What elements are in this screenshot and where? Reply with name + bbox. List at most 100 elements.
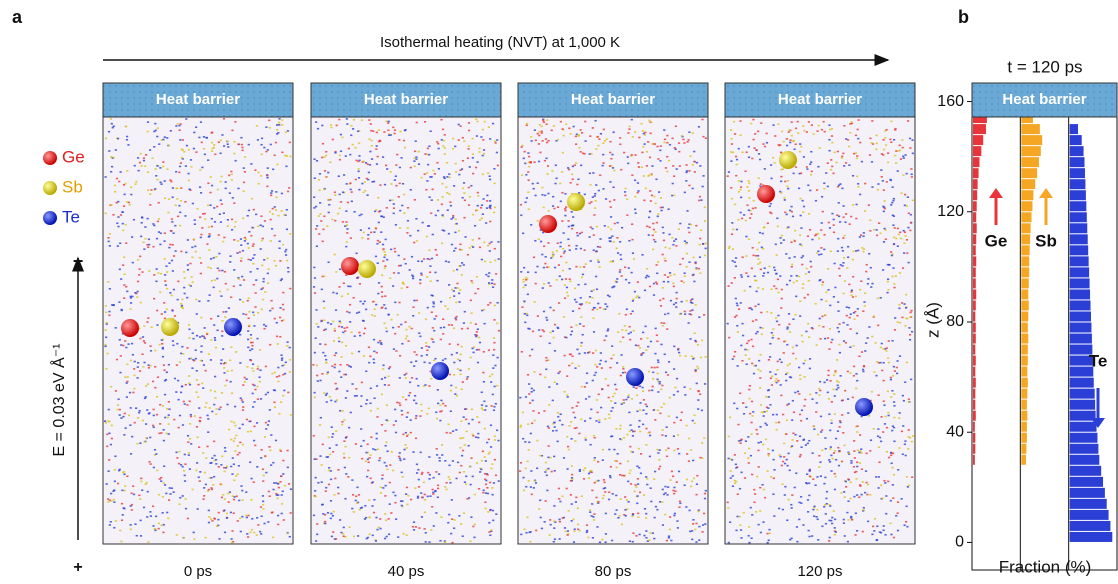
atom-dot [895,238,897,240]
atom-dot [130,360,132,362]
atom-dot [486,195,488,197]
atom-dot [161,343,163,345]
atom-dot [142,366,144,368]
atom-dot [489,138,491,140]
atom-dot [234,438,236,440]
atom-dot [251,227,253,229]
atom-dot [268,420,270,422]
atom-dot [604,418,606,420]
atom-dot [551,170,553,172]
atom-dot [808,280,810,282]
atom-dot [191,246,193,248]
atom-dot [241,276,243,278]
atom-dot [379,140,381,142]
atom-dot [656,340,658,342]
atom-dot [856,175,858,177]
atom-dot [406,416,408,418]
atom-dot [568,365,570,367]
atom-dot [374,315,376,317]
atom-dot [482,451,484,453]
atom-dot [184,463,186,465]
atom-dot [154,528,156,530]
atom-dot [130,302,132,304]
atom-dot [630,313,632,315]
atom-dot [804,399,806,401]
atom-dot [546,490,548,492]
atom-dot [439,540,441,542]
atom-dot [753,139,755,141]
atom-dot [476,161,478,163]
atom-dot [344,536,346,538]
atom-dot [885,495,887,497]
atom-dot [184,293,186,295]
atom-dot [123,256,125,258]
atom-dot [428,249,430,251]
atom-dot [252,245,254,247]
atom-dot [634,196,636,198]
atom-dot [493,349,495,351]
atom-dot [748,542,750,544]
atom-dot [394,179,396,181]
atom-dot [732,248,734,250]
atom-dot [130,529,132,531]
atom-dot [590,153,592,155]
atom-dot [221,497,223,499]
atom-dot [459,289,461,291]
atom-dot [543,283,545,285]
atom-dot [460,354,462,356]
atom-dot [323,189,325,191]
atom-dot [261,265,263,267]
frame-time: 0 ps [184,563,212,579]
atom-dot [630,451,632,453]
atom-dot [172,196,174,198]
atom-dot [662,232,664,234]
atom-dot [786,419,788,421]
atom-dot [189,384,191,386]
atom-dot [221,392,223,394]
atom-dot [856,530,858,532]
atom-dot [772,157,774,159]
atom-dot [737,219,739,221]
atom-dot [156,470,158,472]
atom-dot [389,277,391,279]
atom-dot [380,215,382,217]
atom-dot [465,483,467,485]
atom-dot [651,195,653,197]
atom-dot [596,526,598,528]
atom-dot [813,428,815,430]
atom-dot [225,362,227,364]
atom-dot [141,489,143,491]
atom-dot [365,309,367,311]
atom-dot [581,132,583,134]
atom-dot [541,194,543,196]
atom-dot [383,256,385,258]
atom-dot [257,398,259,400]
atom-dot [113,499,115,501]
atom-dot [441,242,443,244]
atom-dot [339,159,341,161]
atom-dot [611,345,613,347]
atom-dot [520,214,522,216]
atom-dot [196,436,198,438]
atom-dot [458,515,460,517]
atom-dot [329,447,331,449]
atom-dot [848,284,850,286]
atom-dot [553,310,555,312]
atom-dot [785,373,787,375]
atom-dot [548,445,550,447]
atom-dot [651,165,653,167]
atom-dot [881,498,883,500]
atom-dot [233,269,235,271]
atom-dot [556,279,558,281]
atom-dot [168,423,170,425]
atom-dot [179,225,181,227]
atom-dot [790,206,792,208]
atom-dot [564,284,566,286]
atom-dot [388,121,390,123]
atom-dot [493,283,495,285]
atom-dot [373,512,375,514]
atom-dot [560,121,562,123]
atom-dot [208,510,210,512]
atom-dot [810,174,812,176]
atom-dot [229,359,231,361]
